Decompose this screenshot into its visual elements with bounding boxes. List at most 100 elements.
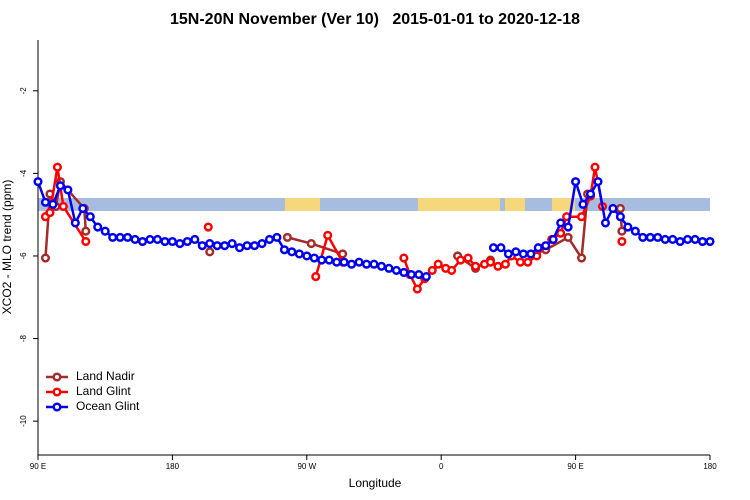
legend-label: Ocean Glint — [76, 399, 140, 413]
data-point — [182, 236, 192, 247]
data-point — [391, 265, 401, 275]
data-point — [683, 234, 693, 244]
data-point — [249, 241, 260, 251]
data-point — [600, 218, 611, 228]
data-point — [617, 236, 627, 247]
x-tick-label: 180 — [703, 462, 717, 471]
data-point — [175, 239, 185, 249]
data-point — [493, 261, 503, 271]
data-point — [412, 284, 422, 294]
data-point — [571, 177, 581, 187]
data-point — [294, 249, 304, 259]
data-point — [279, 245, 289, 255]
data-point — [645, 232, 655, 242]
data-point — [414, 269, 424, 280]
map-strip — [38, 198, 710, 211]
data-point — [282, 232, 292, 242]
data-point — [203, 222, 213, 232]
data-point — [421, 272, 431, 282]
data-point — [115, 232, 125, 242]
y-axis-label: XCO2 - MLO trend (ppm) — [0, 180, 14, 315]
data-point — [668, 234, 678, 244]
data-point — [384, 263, 394, 273]
y-tick-label: -6 — [19, 252, 28, 260]
x-tick-label: 90 E — [567, 462, 583, 471]
data-point — [427, 265, 437, 275]
data-point — [500, 259, 510, 269]
data-point — [485, 257, 496, 267]
data-point — [563, 222, 573, 232]
data-point — [242, 241, 252, 251]
data-point — [548, 234, 558, 244]
data-point — [705, 236, 715, 247]
data-point — [190, 234, 200, 244]
data-point — [227, 239, 237, 249]
data-point — [205, 239, 215, 249]
data-point — [361, 259, 372, 269]
data-point — [577, 212, 587, 222]
data-point — [123, 232, 133, 242]
data-point — [518, 249, 528, 259]
data-point — [503, 249, 513, 259]
data-point — [145, 234, 155, 244]
data-point — [137, 236, 148, 247]
data-point — [235, 243, 245, 253]
y-tick-label: -4 — [19, 169, 28, 177]
data-point — [257, 239, 267, 249]
series-line — [45, 167, 621, 289]
data-point — [615, 203, 625, 214]
land-patch — [285, 198, 320, 211]
data-point — [593, 177, 603, 187]
data-point — [399, 253, 409, 263]
land-patch — [505, 198, 525, 211]
data-point — [152, 234, 163, 244]
land-patch — [552, 198, 575, 211]
data-point — [638, 232, 648, 242]
data-point — [608, 203, 618, 214]
data-point — [338, 249, 348, 259]
data-point — [48, 199, 58, 209]
data-point — [556, 218, 566, 228]
x-axis-label: Longitude — [349, 476, 402, 490]
data-point — [533, 243, 543, 253]
data-point — [354, 257, 364, 267]
data-point — [108, 232, 118, 242]
data-point — [617, 226, 627, 236]
data-point — [205, 247, 215, 257]
data-point — [167, 236, 177, 247]
data-point — [100, 226, 110, 236]
land-patch — [418, 198, 500, 211]
data-point — [323, 230, 333, 240]
data-point — [40, 197, 51, 207]
data-point — [63, 185, 73, 195]
data-point — [590, 162, 600, 172]
data-point — [433, 259, 443, 269]
data-point — [369, 259, 379, 269]
data-point — [33, 177, 43, 187]
y-tick-label: -10 — [19, 415, 28, 427]
y-tick-label: -2 — [19, 87, 28, 95]
data-point — [690, 234, 700, 244]
data-point — [324, 255, 334, 265]
x-tick-label: 0 — [439, 462, 444, 471]
data-point — [447, 265, 457, 275]
data-point — [526, 249, 536, 259]
data-point — [287, 247, 297, 257]
data-point — [78, 203, 88, 214]
data-point — [309, 253, 319, 263]
data-point — [220, 241, 230, 251]
data-point — [578, 199, 588, 209]
data-point — [515, 257, 525, 267]
data-point — [81, 236, 91, 247]
data-point — [623, 222, 633, 232]
data-point — [70, 218, 80, 228]
data-point — [577, 253, 587, 263]
data-point — [585, 189, 596, 199]
data-point — [675, 236, 685, 247]
data-point — [488, 243, 499, 253]
data-point — [264, 234, 275, 244]
data-point — [496, 243, 506, 253]
data-point — [160, 236, 170, 247]
legend-marker — [52, 387, 62, 397]
